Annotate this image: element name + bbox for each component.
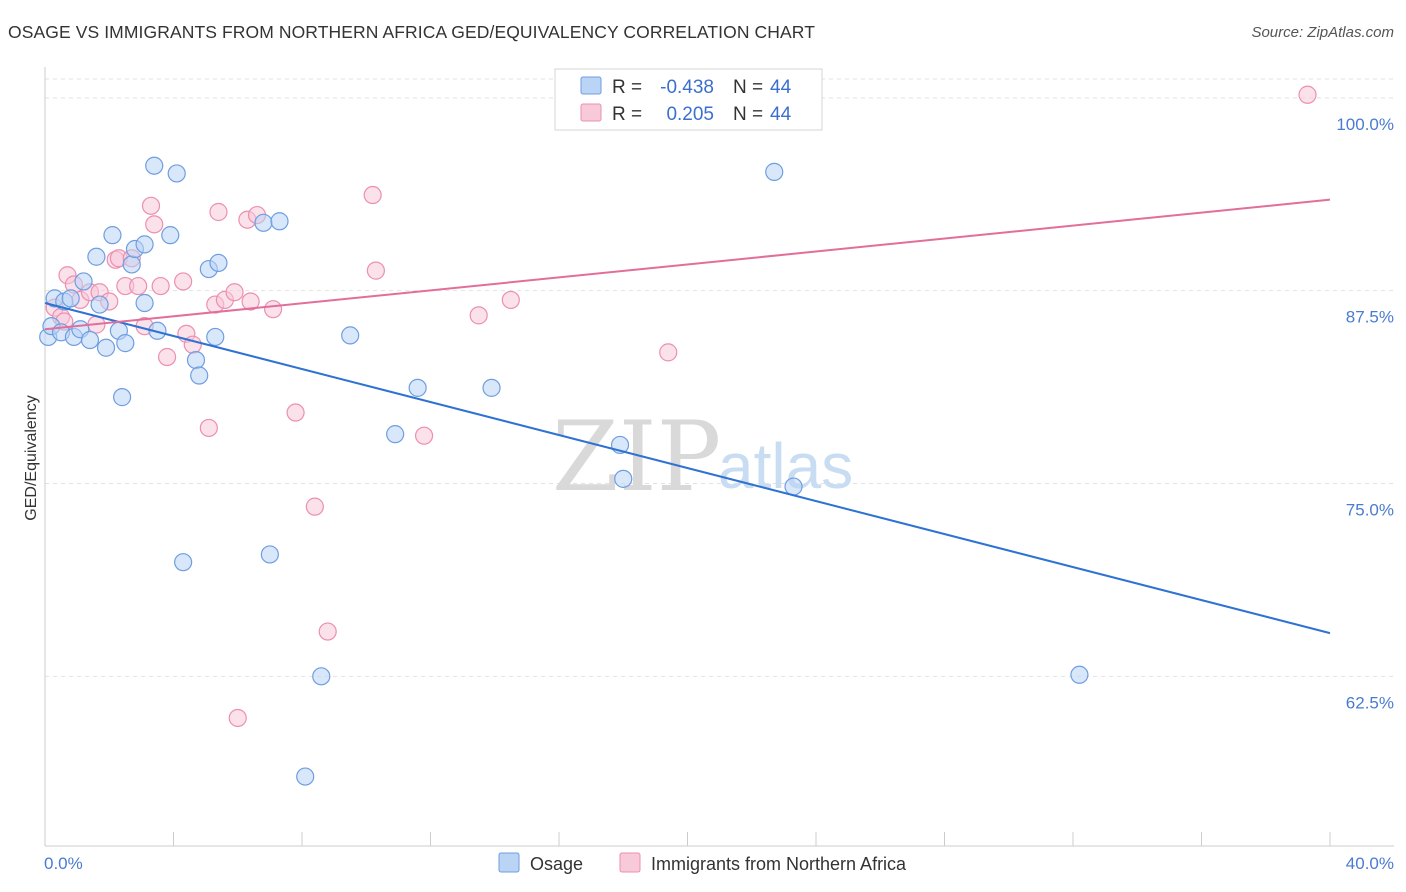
stat-legend: R = -0.438 N = 44 R = 0.205 N = 44 [554, 68, 823, 131]
data-point-imm [318, 622, 337, 641]
y-tick-label: 87.5% [1346, 308, 1394, 327]
legend-r-label-imm: R = [612, 104, 642, 125]
data-point-imm [199, 418, 218, 438]
data-point-osage [122, 255, 141, 274]
data-point-imm [225, 283, 244, 302]
data-point-imm [414, 426, 434, 445]
trend-line-osage [44, 302, 1331, 635]
data-point-imm [141, 196, 161, 215]
data-point-imm [469, 306, 488, 325]
data-point-imm [363, 185, 382, 205]
data-point-imm [151, 276, 170, 296]
data-point-osage [87, 247, 106, 266]
watermark: ZIP atlas [552, 401, 853, 513]
data-point-imm [366, 261, 385, 280]
data-point-osage [103, 226, 122, 245]
data-point-imm [241, 292, 260, 311]
scatter-points [39, 85, 1317, 786]
legend-swatch-imm [580, 103, 602, 122]
data-point-osage [209, 253, 228, 273]
data-point-osage [90, 295, 109, 314]
y-tick-labels: 62.5% 75.0% 87.5% 100.0% [1336, 115, 1394, 712]
data-point-osage [260, 545, 279, 564]
data-point-osage [135, 235, 154, 254]
data-point-osage [482, 378, 501, 397]
legend-n-label-osage: N = [733, 77, 763, 98]
data-point-osage [80, 330, 100, 350]
data-point-osage [386, 425, 405, 444]
data-point-osage [135, 293, 154, 313]
data-point-osage [296, 767, 315, 786]
data-point-osage [312, 667, 331, 686]
legend-swatch-osage [580, 76, 602, 95]
x-tick-label-max: 40.0% [1346, 854, 1394, 873]
series-legend-swatch-imm [619, 852, 641, 873]
data-point-osage [186, 350, 206, 370]
data-point-imm [228, 708, 247, 728]
y-tick-label: 100.0% [1336, 115, 1394, 134]
data-point-osage [341, 326, 360, 345]
watermark-zip: ZIP [552, 401, 721, 513]
data-point-osage [190, 366, 209, 385]
legend-n-label-imm: N = [733, 104, 763, 125]
data-point-imm [174, 272, 193, 291]
legend-r-label-osage: R = [612, 77, 642, 98]
data-point-imm [145, 215, 164, 234]
data-point-osage [614, 469, 633, 488]
y-tick-label: 75.0% [1346, 500, 1394, 519]
legend-r-value-osage: -0.438 [660, 77, 714, 98]
data-point-imm [286, 403, 305, 422]
data-point-osage [408, 378, 427, 397]
data-point-imm [501, 290, 520, 310]
series-legend: Osage Immigrants from Northern Africa [498, 852, 907, 874]
data-point-osage [270, 212, 289, 231]
data-point-osage [145, 156, 164, 175]
legend-r-value-imm: 0.205 [666, 104, 714, 125]
data-point-osage [254, 213, 273, 232]
y-axis-label: GED/Equivalency [23, 395, 40, 520]
axes [44, 67, 1394, 847]
chart-source: Source: ZipAtlas.com [1251, 24, 1394, 41]
gridlines [45, 78, 1394, 677]
x-tick-label-min: 0.0% [44, 854, 83, 873]
series-legend-swatch-osage [498, 852, 520, 873]
data-point-imm [263, 300, 283, 319]
series-legend-label-imm: Immigrants from Northern Africa [651, 854, 907, 874]
chart-title: OSAGE VS IMMIGRANTS FROM NORTHERN AFRICA… [8, 22, 816, 42]
legend-n-value-osage: 44 [770, 77, 792, 98]
data-point-osage [148, 321, 167, 340]
data-point-osage [161, 226, 180, 245]
data-point-osage [74, 272, 93, 291]
legend-n-value-imm: 44 [770, 104, 792, 125]
data-point-osage [206, 327, 225, 347]
data-point-imm [129, 276, 148, 296]
data-point-osage [116, 334, 135, 353]
series-legend-label-osage: Osage [530, 854, 583, 874]
data-point-osage [1070, 665, 1089, 684]
data-point-imm [659, 343, 678, 362]
data-point-osage [174, 553, 193, 572]
data-point-osage [784, 477, 803, 496]
data-point-osage [112, 388, 132, 407]
data-point-imm [1298, 85, 1317, 104]
data-point-osage [96, 338, 116, 357]
watermark-atlas: atlas [718, 430, 853, 502]
trend-lines [44, 198, 1331, 635]
trend-line-imm [44, 198, 1331, 331]
data-point-osage [765, 162, 784, 181]
data-point-osage [167, 164, 186, 183]
y-tick-label: 62.5% [1346, 693, 1394, 712]
data-point-osage [61, 289, 80, 308]
data-point-imm [157, 347, 177, 367]
data-point-imm [209, 202, 228, 222]
data-point-imm [305, 497, 324, 516]
